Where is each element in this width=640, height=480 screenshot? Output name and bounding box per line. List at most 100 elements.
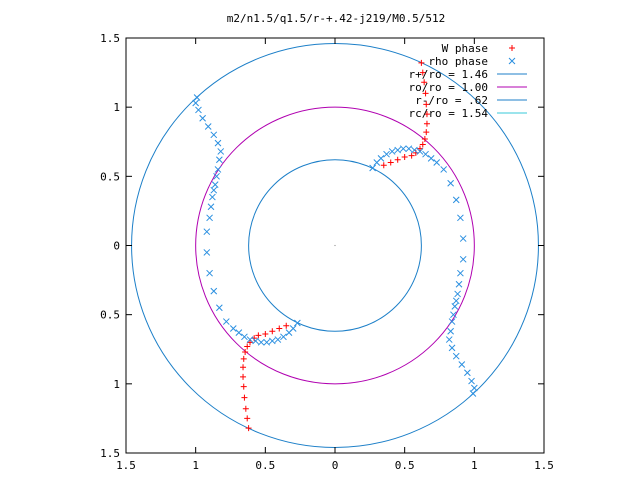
data-point xyxy=(405,145,413,153)
data-point xyxy=(459,255,467,263)
data-point xyxy=(210,131,218,139)
data-point xyxy=(229,325,237,332)
data-point xyxy=(211,181,219,188)
y-tick-label: 1 xyxy=(113,378,120,391)
legend-label: rho phase xyxy=(428,55,488,68)
data-point xyxy=(423,101,430,108)
data-point xyxy=(451,303,459,310)
data-point xyxy=(268,337,276,345)
y-tick-label: 0.5 xyxy=(100,170,120,183)
data-point xyxy=(464,369,471,377)
data-point xyxy=(448,318,456,325)
chart-title: m2/n1.5/q1.5/r-+.42-j219/M0.5/512 xyxy=(227,12,446,25)
series-0 xyxy=(240,59,430,432)
data-point xyxy=(213,172,220,180)
data-point xyxy=(468,377,475,385)
data-point xyxy=(193,94,201,101)
data-point xyxy=(276,325,283,332)
data-point xyxy=(214,166,222,173)
data-point xyxy=(247,339,254,346)
y-tick-label: 0 xyxy=(113,240,120,253)
data-point xyxy=(433,159,441,166)
data-point xyxy=(206,214,213,222)
data-point xyxy=(241,333,248,341)
data-point xyxy=(262,331,269,338)
data-point xyxy=(422,150,429,158)
legend-label: rc/ro = 1.54 xyxy=(409,107,489,120)
data-point xyxy=(203,249,211,256)
data-point xyxy=(242,349,249,356)
data-point xyxy=(241,394,248,401)
data-point xyxy=(240,355,247,362)
x-tick-label: 1.5 xyxy=(116,459,136,472)
data-point xyxy=(206,269,213,277)
data-point xyxy=(387,159,394,166)
data-point xyxy=(377,154,385,162)
data-point xyxy=(203,228,211,236)
data-point xyxy=(408,152,415,159)
data-point xyxy=(192,99,200,107)
data-point xyxy=(215,156,223,164)
origin-dot xyxy=(334,244,336,247)
legend-label: W phase xyxy=(442,42,488,55)
y-tick-label: 1.5 xyxy=(100,32,120,45)
data-point xyxy=(394,146,402,154)
data-point xyxy=(257,338,265,346)
data-point xyxy=(423,111,430,118)
data-point xyxy=(470,384,478,392)
data-point xyxy=(199,114,206,122)
x-tick-label: 1 xyxy=(192,459,199,472)
data-point xyxy=(285,329,293,337)
data-point xyxy=(394,156,401,163)
data-point xyxy=(452,196,460,204)
data-point xyxy=(245,425,252,432)
data-point xyxy=(240,373,247,380)
legend-marker xyxy=(508,57,516,65)
data-point xyxy=(214,139,222,147)
x-tick-label: 0 xyxy=(332,459,339,472)
data-point xyxy=(418,59,425,66)
data-point xyxy=(383,150,390,158)
data-point xyxy=(215,304,223,312)
legend-label: ro/ro = 1.00 xyxy=(409,81,488,94)
data-point xyxy=(252,337,259,345)
data-point xyxy=(246,336,254,343)
y-tick-label: 1.5 xyxy=(100,447,120,460)
data-point xyxy=(235,329,243,337)
data-point xyxy=(210,186,218,194)
data-point xyxy=(217,148,225,155)
data-point xyxy=(419,69,426,76)
data-point xyxy=(255,332,262,339)
data-point xyxy=(369,164,376,172)
legend-marker xyxy=(509,45,515,51)
x-tick-label: 1 xyxy=(471,459,478,472)
circle-1 xyxy=(195,106,475,385)
data-point xyxy=(416,148,424,155)
data-point xyxy=(380,162,387,169)
data-point xyxy=(419,141,426,148)
data-point xyxy=(244,415,251,422)
circle-2 xyxy=(248,159,422,332)
data-point xyxy=(210,287,218,295)
data-point xyxy=(401,153,408,160)
data-point xyxy=(274,336,282,343)
data-point xyxy=(421,79,428,86)
legend-label: r+/ro = 1.46 xyxy=(409,68,488,81)
x-tick-label: 0.5 xyxy=(255,459,275,472)
data-point xyxy=(269,328,276,335)
data-point xyxy=(445,336,453,343)
x-tick-label: 1.5 xyxy=(534,459,554,472)
data-point xyxy=(450,311,457,319)
data-point xyxy=(452,297,460,305)
data-point xyxy=(416,145,423,152)
data-point xyxy=(440,166,448,173)
data-point xyxy=(294,319,301,327)
legend-label: r-/ro = .62 xyxy=(415,94,488,107)
data-point xyxy=(240,383,247,390)
data-point xyxy=(207,203,215,211)
data-point xyxy=(280,333,287,341)
data-point xyxy=(263,338,271,346)
x-tick-label: 0.5 xyxy=(395,459,415,472)
